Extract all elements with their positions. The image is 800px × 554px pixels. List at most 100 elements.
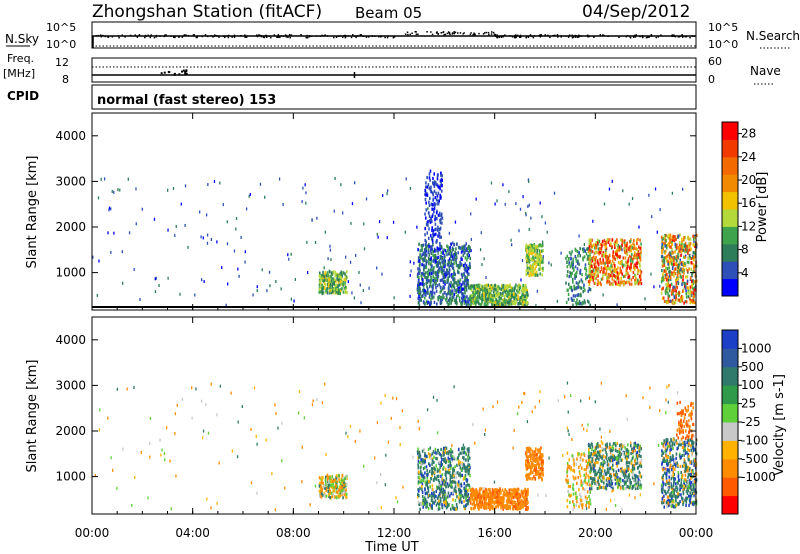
data-cell [632,266,635,270]
data-cell [586,257,589,261]
data-cell [692,300,694,305]
data-cell [511,495,514,500]
data-cell [443,256,446,260]
data-cell [450,281,452,285]
data-cell [174,234,176,238]
data-cell [589,303,592,307]
data-cell [424,255,426,259]
data-cell [250,481,253,485]
data-cell [458,246,461,250]
data-cell [159,438,161,442]
data-cell [327,475,330,479]
data-cell [695,233,698,238]
data-cell [607,276,610,280]
data-cell [433,280,436,284]
data-cell [434,450,436,455]
data-cell [363,222,365,226]
data-cell [131,503,133,507]
sky-noise-point [155,35,157,38]
data-cell [653,285,655,289]
sky-noise-point [513,35,516,38]
data-cell [345,474,347,478]
data-cell [429,281,432,286]
data-cell [429,220,432,224]
sky-noise-point [155,34,158,37]
data-cell [458,500,461,504]
data-cell [630,278,633,282]
data-cell [438,499,440,503]
data-cell [210,506,212,510]
data-cell [385,453,387,457]
data-cell [661,240,664,244]
data-cell [497,292,499,296]
data-cell [439,244,441,248]
data-cell [472,423,474,427]
data-cell [418,470,420,474]
data-cell [618,245,621,249]
sky-noise-point [571,35,574,37]
sky-noise-point [634,36,637,38]
data-cell [326,475,328,479]
data-cell [322,270,324,274]
data-cell [613,273,615,277]
data-cell [466,275,468,280]
data-cell [495,284,497,288]
data-cell [605,276,608,280]
data-cell [438,259,441,263]
data-cell [606,279,609,283]
data-cell [431,248,434,252]
data-cell [631,197,634,201]
data-cell [671,240,673,245]
data-cell [542,249,544,253]
data-cell [480,494,483,498]
data-cell [670,292,673,296]
data-cell [687,245,689,249]
data-cell [599,270,602,274]
data-cell [426,244,429,248]
data-cell [488,487,490,492]
data-cell [320,283,323,288]
data-cell [202,236,204,240]
data-cell [337,290,340,295]
sky-noise-point [374,35,376,37]
data-cell [477,299,480,303]
data-cell [689,291,691,295]
data-cell [420,473,423,477]
data-cell [632,247,635,251]
sky-noise-point [192,34,195,36]
data-cell [213,179,216,183]
sky-noise-point [578,34,580,37]
data-cell [487,505,490,510]
data-cell [449,255,452,259]
data-cell [425,181,427,185]
power-colorbar-tick-label: 12 [741,219,756,233]
data-cell [669,299,672,303]
data-cell [422,259,424,263]
data-cell [568,432,570,436]
data-cell [448,470,451,475]
data-cell [448,268,451,272]
data-cell [524,283,527,288]
data-cell [528,247,530,251]
data-cell [436,256,438,260]
data-cell [384,394,386,398]
data-cell [428,186,431,190]
data-cell [668,288,671,292]
data-cell [380,506,383,510]
data-cell [464,474,467,478]
data-cell [205,403,207,407]
data-cell [139,298,141,302]
data-cell [665,244,668,248]
data-cell [486,288,488,293]
data-cell [423,288,425,293]
data-cell [687,251,689,255]
data-cell [463,246,466,250]
data-cell [426,475,429,479]
data-cell [465,285,468,289]
data-cell [237,267,239,271]
data-cell [600,248,603,253]
data-cell [433,300,436,305]
data-cell [498,286,501,291]
data-cell [179,292,181,296]
data-cell [573,284,575,288]
